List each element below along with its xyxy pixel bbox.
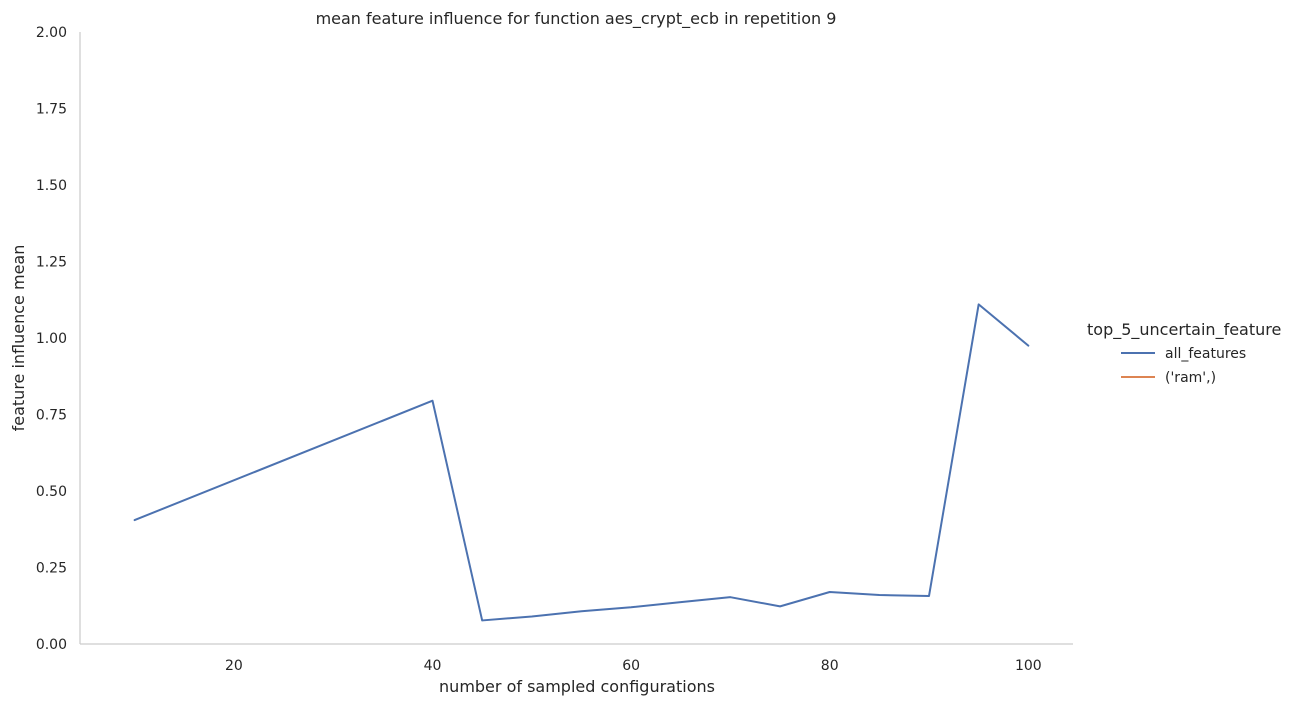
y-tick-labels: 0.00 0.25 0.50 0.75 1.00 1.25 1.50 1.75 2.00 xyxy=(36,25,67,653)
legend-label: all_features xyxy=(1165,346,1246,362)
y-tick-label: 1.75 xyxy=(36,102,67,118)
y-tick-label: 1.00 xyxy=(36,331,67,347)
x-tick-label: 40 xyxy=(424,658,442,674)
y-tick-label: 1.25 xyxy=(36,255,67,271)
y-tick-label: 0.75 xyxy=(36,408,67,424)
y-tick-label: 0.50 xyxy=(36,484,67,500)
x-axis-title: number of sampled configurations xyxy=(439,677,715,696)
chart-title: mean feature influence for function aes_… xyxy=(316,9,837,29)
legend-title: top_5_uncertain_feature xyxy=(1087,320,1281,340)
y-tick-label: 0.25 xyxy=(36,561,67,577)
legend: top_5_uncertain_feature all_features ('ra… xyxy=(1087,320,1281,386)
legend-label: ('ram',) xyxy=(1165,370,1216,386)
x-tick-label: 100 xyxy=(1015,658,1042,674)
y-tick-label: 1.50 xyxy=(36,178,67,194)
y-tick-label: 2.00 xyxy=(36,25,67,41)
x-tick-label: 20 xyxy=(225,658,243,674)
plot-area xyxy=(133,303,1030,622)
y-axis-title: feature influence mean xyxy=(9,245,28,432)
y-tick-label: 0.00 xyxy=(36,637,67,653)
x-tick-label: 80 xyxy=(821,658,839,674)
x-tick-labels: 20 40 60 80 100 xyxy=(225,658,1042,674)
series-line-all-features xyxy=(133,303,1030,622)
x-tick-label: 60 xyxy=(622,658,640,674)
